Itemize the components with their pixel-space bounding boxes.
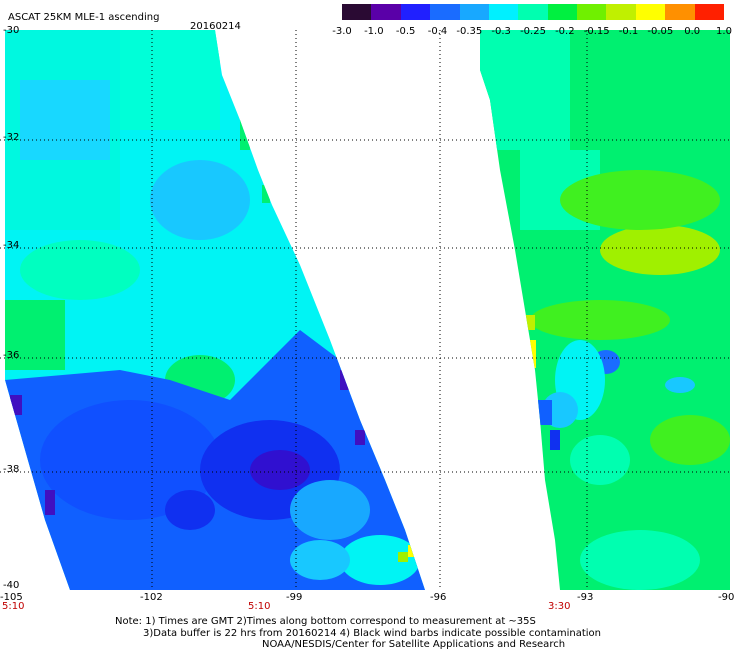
colorbar	[342, 4, 725, 20]
lon-label-105: -105	[0, 592, 23, 603]
time-label-west-center: 5:10	[248, 601, 271, 612]
colorbar-segment	[518, 4, 549, 20]
colorbar-segment	[371, 4, 402, 20]
note-line-1: Note: 1) Times are GMT 2)Times along bot…	[115, 616, 536, 627]
colorbar-segment	[488, 4, 519, 20]
map-title: ASCAT 25KM MLE-1 ascending	[8, 12, 160, 23]
colorbar-tick-label: -1.0	[364, 26, 384, 37]
lon-label-93: -93	[577, 592, 594, 603]
note-line-2: 3)Data buffer is 22 hrs from 20160214 4)…	[143, 628, 601, 639]
east-swath	[480, 30, 730, 590]
colorbar-tick-label: -0.2	[555, 26, 575, 37]
lon-label-96: -96	[430, 592, 447, 603]
colorbar-tick-label: 1.0	[716, 26, 732, 37]
colorbar-tick-label: -0.3	[491, 26, 511, 37]
map-date: 20160214	[190, 21, 241, 32]
colorbar-segment	[694, 4, 725, 20]
lat-label-36: -36	[3, 350, 20, 361]
colorbar-tick-label: -0.05	[647, 26, 674, 37]
colorbar-tick-label: 0.0	[684, 26, 701, 37]
west-swath	[5, 30, 425, 590]
colorbar-segment	[606, 4, 637, 20]
lat-label-32: -32	[3, 132, 20, 143]
time-label-east: 3:30	[548, 601, 571, 612]
colorbar-segment	[577, 4, 607, 20]
colorbar-tick-label: -0.5	[395, 26, 416, 37]
lat-label-40: -40	[3, 580, 20, 591]
time-label-west-edge: 5:10	[2, 601, 25, 612]
colorbar-tick-label: -0.25	[520, 26, 546, 37]
note-line-3: NOAA/NESDIS/Center for Satellite Applica…	[262, 639, 566, 650]
lon-label-102: -102	[140, 592, 163, 603]
lat-label-34: -34	[3, 240, 20, 251]
colorbar-segment	[547, 4, 578, 20]
lon-label-90: -90	[718, 592, 735, 603]
lat-label-38: -38	[3, 464, 20, 475]
colorbar-tick-label: -0.1	[618, 26, 639, 37]
colorbar-segment	[342, 4, 372, 20]
lon-label-99: -99	[286, 592, 303, 603]
colorbar-segment	[459, 4, 490, 20]
colorbar-segment	[665, 4, 696, 20]
lat-label-30: -30	[3, 25, 20, 36]
colorbar-tick-label: -3.0	[332, 26, 352, 37]
grid-lines	[0, 30, 730, 590]
colorbar-tick-label: -0.15	[583, 26, 610, 37]
colorbar-tick-label: -0.4	[427, 26, 448, 37]
colorbar-segment	[400, 4, 431, 20]
colorbar-segment	[430, 4, 461, 20]
colorbar-tick-label: -0.35	[456, 26, 483, 37]
colorbar-segment	[635, 4, 666, 20]
